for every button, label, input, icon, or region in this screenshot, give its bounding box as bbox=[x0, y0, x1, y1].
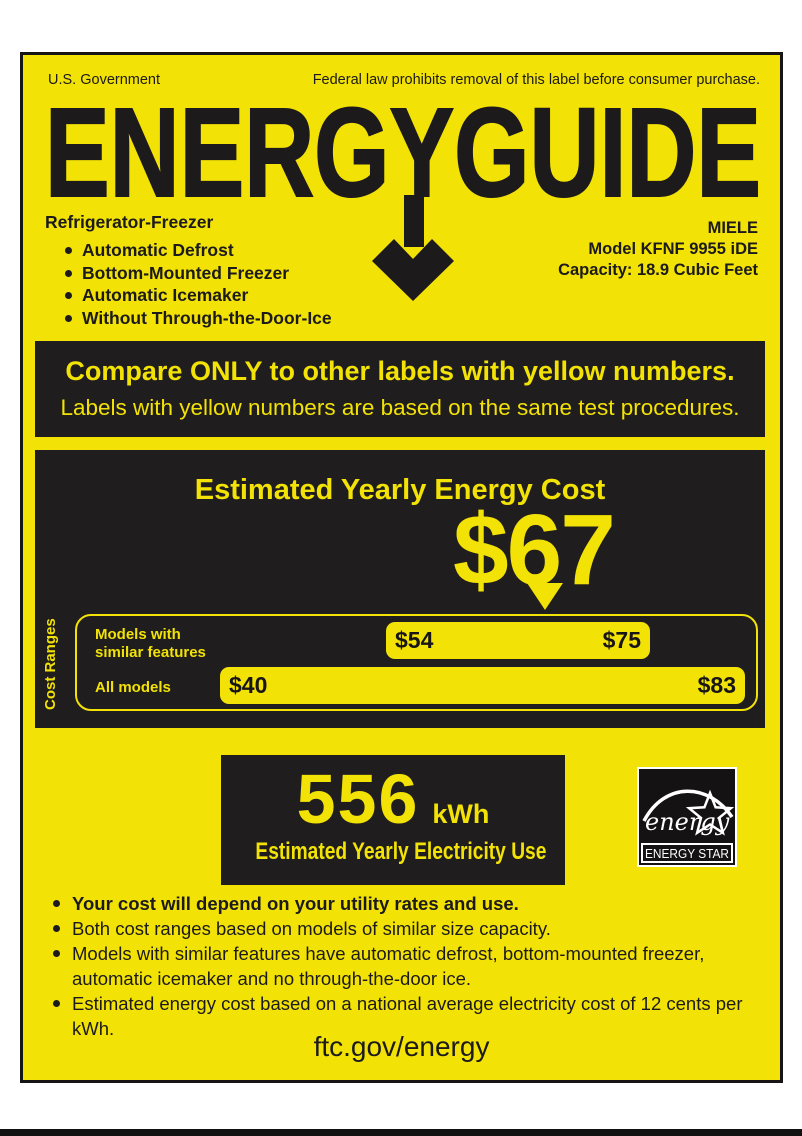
electricity-use-panel: 556 kWh Estimated Yearly Electricity Use bbox=[221, 755, 565, 885]
model-number: Model KFNF 9955 iDE bbox=[588, 240, 758, 258]
feature-item: Automatic Icemaker bbox=[65, 284, 332, 307]
footnotes: Your cost will depend on your utility ra… bbox=[49, 891, 767, 1041]
header-row: U.S. Government Federal law prohibits re… bbox=[48, 72, 760, 88]
range-label-all: All models bbox=[95, 679, 171, 696]
bullet-icon bbox=[65, 292, 72, 299]
footnote-item: Models with similar features have automa… bbox=[49, 941, 767, 991]
federal-law-text: Federal law prohibits removal of this la… bbox=[312, 72, 760, 88]
bullet-icon bbox=[65, 247, 72, 254]
us-government-text: U.S. Government bbox=[48, 72, 161, 88]
energy-guide-label: U.S. Government Federal law prohibits re… bbox=[20, 52, 783, 1083]
model-info: MIELE Model KFNF 9955 iDE Capacity: 18.9… bbox=[558, 218, 758, 281]
cost-pointer-triangle-icon bbox=[527, 583, 563, 610]
footnote-item: Both cost ranges based on models of simi… bbox=[49, 916, 767, 941]
star-icon bbox=[685, 789, 735, 836]
energy-star-caption: ENERGY STAR bbox=[645, 847, 729, 861]
footnote-item: Your cost will depend on your utility ra… bbox=[49, 891, 767, 916]
usage-caption: Estimated Yearly Electricity Use bbox=[255, 838, 547, 865]
bullet-icon bbox=[53, 900, 60, 907]
footnote-item: Estimated energy cost based on a nationa… bbox=[49, 991, 767, 1041]
range-bar-all: $40 $83 bbox=[220, 667, 745, 704]
usage-unit: kWh bbox=[432, 799, 490, 829]
feature-item: Bottom-Mounted Freezer bbox=[65, 262, 332, 285]
ftc-url: ftc.gov/energy bbox=[313, 1031, 490, 1062]
product-category: Refrigerator-Freezer bbox=[45, 212, 214, 232]
energyguide-logo: ENERGYGUIDE bbox=[44, 101, 762, 203]
range-max: $83 bbox=[697, 672, 736, 698]
range-label-similar: Models with similar features bbox=[95, 626, 206, 661]
energyguide-logo-text: ENERGYGUIDE bbox=[45, 101, 761, 203]
range-min: $54 bbox=[395, 627, 434, 653]
usage-value-row: 556 kWh bbox=[221, 761, 565, 837]
feature-item: Automatic Defrost bbox=[65, 239, 332, 262]
cost-heading: Estimated Yearly Energy Cost bbox=[194, 474, 606, 506]
brand-name: MIELE bbox=[707, 219, 758, 237]
feature-item: Without Through-the-Door-Ice bbox=[65, 307, 332, 330]
compare-subtitle: Labels with yellow numbers are based on … bbox=[60, 395, 740, 420]
bullet-icon bbox=[53, 925, 60, 932]
bullet-icon bbox=[65, 314, 72, 322]
capacity: Capacity: 18.9 Cubic Feet bbox=[558, 261, 758, 279]
usage-value: 556 bbox=[296, 760, 420, 838]
range-min: $40 bbox=[229, 672, 268, 698]
energy-star-script: energy bbox=[645, 808, 730, 836]
bullet-icon bbox=[65, 269, 72, 277]
bullet-icon bbox=[53, 1000, 60, 1007]
range-max: $75 bbox=[602, 627, 641, 653]
down-arrow-icon bbox=[372, 195, 454, 301]
product-features: Refrigerator-Freezer Automatic Defrost B… bbox=[45, 212, 332, 329]
bullet-icon bbox=[53, 950, 60, 957]
cost-ranges-box: Models with similar features $54 $75 All… bbox=[75, 614, 758, 711]
cost-ranges-axis-label: Cost Ranges bbox=[42, 618, 59, 710]
yearly-cost-panel: Estimated Yearly Energy Cost $67 Cost Ra… bbox=[35, 450, 765, 728]
energy-star-logo: energy ENERGY STAR bbox=[637, 767, 737, 867]
compare-banner: Compare ONLY to other labels with yellow… bbox=[35, 341, 765, 437]
compare-title: Compare ONLY to other labels with yellow… bbox=[65, 356, 735, 386]
range-bar-similar: $54 $75 bbox=[386, 622, 650, 659]
bottom-border-strip bbox=[0, 1129, 802, 1136]
